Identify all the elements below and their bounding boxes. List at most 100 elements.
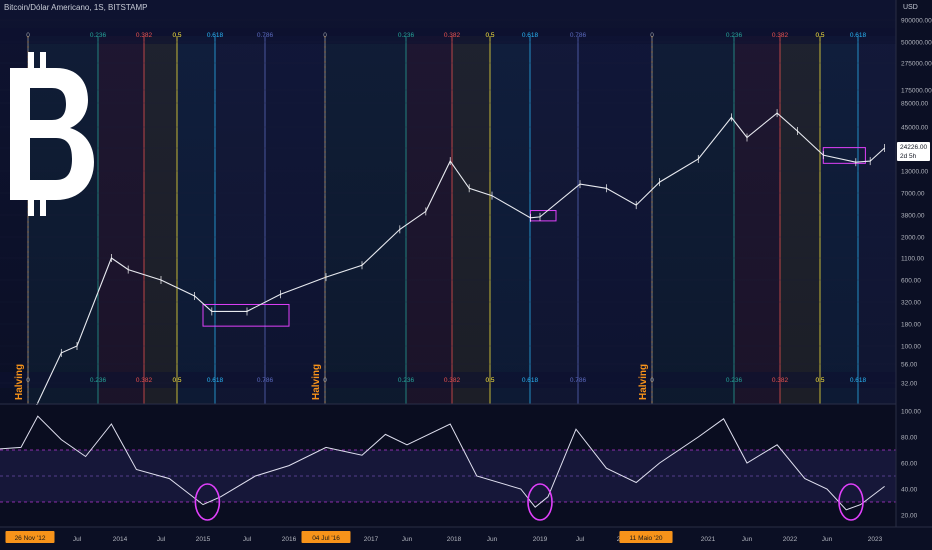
fib-zone	[780, 36, 820, 404]
fib-zone	[144, 36, 177, 404]
current-price-marker: 24226.00 2d 5h	[897, 142, 930, 161]
fib-label-top: 0.618	[850, 32, 867, 39]
fib-label-bottom: 0.5	[815, 377, 824, 384]
price-tick: 275000.00	[901, 61, 932, 68]
fib-label-top: 0.5	[172, 32, 181, 39]
fib-zone	[820, 36, 858, 404]
fib-zone	[858, 36, 896, 404]
fib-label-top: 0.236	[726, 32, 743, 39]
current-price-label: 24226.00	[900, 144, 927, 151]
rsi-tick: 40.00	[901, 487, 918, 494]
fib-label-bottom: 0.382	[136, 377, 153, 384]
price-tick: 500000.00	[901, 40, 932, 47]
halving-date-badge	[301, 531, 351, 543]
fib-zone	[734, 36, 780, 404]
price-axis-ticks: 900000.00 500000.00 275000.00 175000.00 8500…	[901, 18, 932, 388]
price-tick: 13000.00	[901, 169, 928, 176]
price-tick: 32.00	[901, 381, 918, 388]
rsi-tick: 80.00	[901, 435, 918, 442]
highlight-box	[202, 303, 290, 327]
fib-label-bottom: 0.236	[398, 377, 415, 384]
fib-label-top: 0	[26, 32, 30, 39]
fib-zone	[177, 36, 215, 404]
fib-zone	[325, 36, 406, 404]
bitcoin-logo	[10, 52, 94, 216]
halving-label: Halving	[311, 364, 322, 400]
fib-label-bottom: 0	[26, 377, 30, 384]
fib-label-band	[0, 28, 896, 44]
countdown-label: 2d 5h	[900, 153, 917, 160]
fib-label-top: 0.382	[444, 32, 461, 39]
rsi-line	[0, 415, 885, 511]
fib-label-top: 0.786	[257, 32, 274, 39]
time-tick: 2017	[364, 536, 379, 543]
fib-labels: 0 0 0.236 0.236 0.382 0.382 0.5 0.5 0.618 0.618 0.…	[26, 32, 866, 384]
time-tick: Jun	[487, 536, 498, 543]
price-tick: 320.00	[901, 300, 921, 307]
fib-label-bottom: 0	[650, 377, 654, 384]
fib-zone	[215, 36, 265, 404]
current-price-badge	[897, 142, 930, 161]
fib-label-top: 0.786	[570, 32, 587, 39]
fib-zone	[265, 36, 325, 404]
fib-label-top: 0.382	[772, 32, 789, 39]
fib-label-bottom: 0.786	[257, 377, 274, 384]
fib-label-top: 0	[650, 32, 654, 39]
fib-label-bottom: 0.382	[772, 377, 789, 384]
chart-title: Bitcoin/Dólar Americano, 1S, BITSTAMP	[4, 3, 148, 12]
price-tick: 85000.00	[901, 101, 928, 108]
fib-label-top: 0	[323, 32, 327, 39]
time-tick: Jul	[243, 536, 252, 543]
time-tick: 2014	[113, 536, 128, 543]
halving-label: Halving	[638, 364, 649, 400]
time-tick: Jun	[742, 536, 753, 543]
price-tick: 180.00	[901, 322, 921, 329]
price-tick: 56.00	[901, 362, 918, 369]
halving-date-label: 11 Maio '20	[630, 535, 663, 542]
halving-date-label: 04 Jul '16	[312, 535, 340, 542]
fib-label-top: 0.382	[136, 32, 153, 39]
time-tick: 2015	[196, 536, 211, 543]
price-tick: 600.00	[901, 278, 921, 285]
fib-label-bottom: 0.618	[207, 377, 224, 384]
halving-date-badge	[619, 531, 673, 543]
fib-label-top: 0.236	[398, 32, 415, 39]
fib-label-bottom: 0	[323, 377, 327, 384]
fib-label-bottom: 0.382	[444, 377, 461, 384]
price-tick: 900000.00	[901, 18, 932, 25]
fib-zone	[452, 36, 490, 404]
time-axis-background	[0, 527, 932, 550]
rsi-series	[0, 415, 885, 511]
rsi-highlight-circle	[194, 483, 221, 521]
fib-zone	[490, 36, 530, 404]
rsi-tick: 20.00	[901, 513, 918, 520]
time-tick: 2023	[868, 536, 883, 543]
time-tick: Jul	[157, 536, 166, 543]
highlight-boxes	[202, 147, 866, 327]
time-tick: Jul	[576, 536, 585, 543]
fib-zones	[0, 28, 896, 404]
price-tick: 45000.00	[901, 125, 928, 132]
rsi-highlight-circle	[527, 483, 553, 521]
fib-label-bottom: 0.618	[522, 377, 539, 384]
price-tick: 3800.00	[901, 213, 925, 220]
time-tick: Jun	[822, 536, 833, 543]
price-tick: 1100.00	[901, 256, 924, 263]
halving-label: Halving	[14, 364, 25, 400]
price-series	[0, 109, 885, 429]
fib-zone	[578, 36, 652, 404]
time-tick: 2019	[533, 536, 548, 543]
fib-zone	[652, 36, 734, 404]
fib-zone	[98, 36, 144, 404]
rsi-tick: 60.00	[901, 461, 918, 468]
fib-label-top: 0.236	[90, 32, 107, 39]
time-tick: 2018	[447, 536, 462, 543]
halving-date-label: 26 Nov '12	[15, 535, 46, 542]
fib-label-top: 0.618	[522, 32, 539, 39]
time-tick: 2021	[701, 536, 716, 543]
time-tick: 2016	[282, 536, 297, 543]
fib-label-bottom: 0.5	[485, 377, 494, 384]
halving-date-badge	[5, 531, 55, 543]
price-line	[0, 112, 885, 429]
